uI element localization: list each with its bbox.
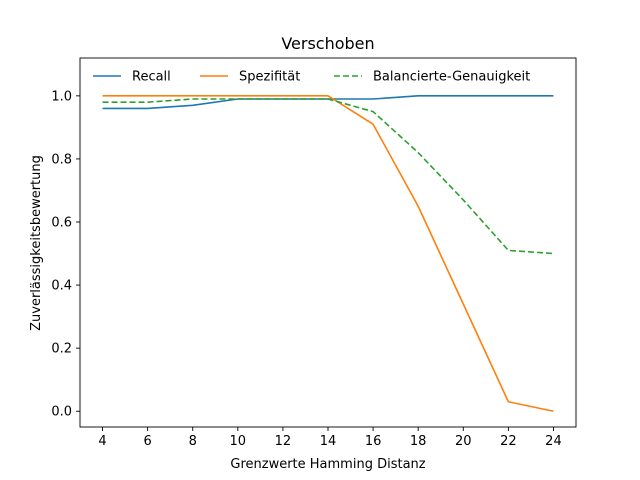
plot-area: 4 6 8 10 12 14 16 18 20 22 24 0.0 0.2 0.4 0.6 0.8 1.0 (51, 57, 577, 449)
legend-label-1: Spezifität (239, 70, 300, 85)
y-tick-label: 0.4 (51, 279, 72, 294)
x-axis-label: Grenzwerte Hamming Distanz (230, 457, 425, 472)
x-tick-label: 4 (98, 434, 106, 449)
x-tick-label: 20 (455, 434, 472, 449)
x-tick-label: 14 (320, 434, 337, 449)
y-tick-label: 0.8 (51, 152, 72, 167)
y-tick-label: 0.6 (51, 216, 72, 231)
x-tick-label: 22 (500, 434, 517, 449)
legend: Recall Spezifität Balancierte-Genauigkeit (93, 70, 530, 85)
series-line-0 (102, 95, 554, 110)
legend-label-0: Recall (132, 70, 171, 85)
x-tick-label: 18 (410, 434, 427, 449)
x-tick-label: 24 (545, 434, 562, 449)
y-tick-label: 1.0 (51, 89, 72, 104)
x-tick-label: 12 (275, 434, 292, 449)
x-tick-label: 8 (189, 434, 197, 449)
x-tick-label: 16 (365, 434, 382, 449)
legend-label-2: Balancierte-Genauigkeit (373, 70, 530, 85)
chart-title: Verschoben (281, 34, 374, 53)
series-line-2 (102, 98, 554, 255)
series-line-1 (102, 95, 554, 413)
y-tick-label: 0.0 (51, 405, 72, 420)
x-tick-label: 10 (230, 434, 247, 449)
x-tick-label: 6 (143, 434, 151, 449)
y-axis-label: Zuverlässigkeitsbewertung (29, 155, 44, 331)
y-tick-label: 0.2 (51, 342, 72, 357)
